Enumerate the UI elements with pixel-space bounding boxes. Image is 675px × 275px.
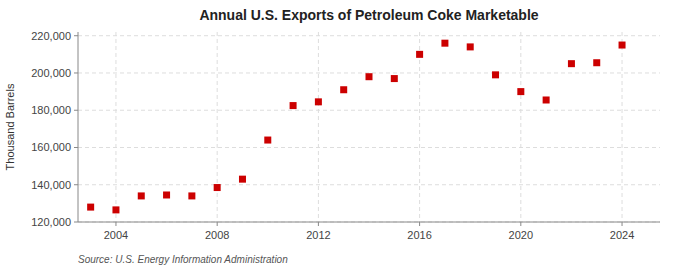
y-tick-label: 120,000	[31, 216, 71, 228]
point	[163, 191, 170, 198]
y-tick	[74, 147, 78, 148]
point	[214, 184, 221, 191]
x-tick-label: 2024	[610, 229, 634, 241]
x-tick-label: 2004	[104, 229, 128, 241]
grid	[78, 32, 660, 222]
x-grid-line	[520, 32, 521, 222]
chart: 120,000 140,000 160,000 180,000 200,000 220,0…	[0, 0, 675, 275]
point	[239, 176, 246, 183]
point	[391, 75, 398, 82]
y-tick	[74, 222, 78, 223]
y-tick-label: 200,000	[31, 67, 71, 79]
y-tick-label: 220,000	[31, 30, 71, 42]
point	[340, 86, 347, 93]
y-tick-label: 180,000	[31, 104, 71, 116]
y-grid-line	[78, 184, 660, 185]
y-grid-line	[78, 110, 660, 111]
y-grid-line	[78, 35, 660, 36]
point	[416, 51, 423, 58]
point	[112, 206, 119, 213]
points	[87, 40, 625, 214]
x-grid-line	[419, 32, 420, 222]
x-tick-label: 2012	[306, 229, 330, 241]
point	[619, 42, 626, 49]
point	[138, 192, 145, 199]
x-grid-line	[622, 32, 623, 222]
x-grid-line	[318, 32, 319, 222]
x-tick	[419, 222, 420, 226]
point	[543, 96, 550, 103]
x-grid-line	[217, 32, 218, 222]
y-grid-line	[78, 222, 660, 223]
x-tick-label: 2020	[509, 229, 533, 241]
y-grid-line	[78, 147, 660, 148]
x-grid-line	[115, 32, 116, 222]
point	[87, 204, 94, 211]
point	[467, 43, 474, 50]
y-tick-label: 140,000	[31, 179, 71, 191]
source-note: Source: U.S. Energy Information Administ…	[78, 254, 288, 265]
x-axis-line	[78, 222, 660, 223]
point	[517, 88, 524, 95]
y-axis-label: Thousand Barrels	[4, 83, 16, 170]
y-axis-line	[78, 32, 79, 222]
point	[568, 60, 575, 67]
point	[366, 73, 373, 80]
point	[593, 59, 600, 66]
x-tick	[520, 222, 521, 226]
y-tick	[74, 72, 78, 73]
chart-container: 120,000 140,000 160,000 180,000 200,000 220,0…	[0, 0, 675, 275]
x-tick	[318, 222, 319, 226]
point	[264, 137, 271, 144]
x-tick-label: 2008	[205, 229, 229, 241]
y-tick-label: 160,000	[31, 141, 71, 153]
point	[188, 192, 195, 199]
point	[492, 71, 499, 78]
x-tick	[115, 222, 116, 226]
x-tick	[217, 222, 218, 226]
y-tick	[74, 184, 78, 185]
y-tick	[74, 35, 78, 36]
point	[441, 40, 448, 47]
x-tick-label: 2016	[407, 229, 431, 241]
axes: 120,000 140,000 160,000 180,000 200,000 220,0…	[31, 30, 660, 241]
y-tick	[74, 110, 78, 111]
title: Annual U.S. Exports of Petroleum Coke Ma…	[199, 7, 538, 23]
point	[290, 102, 297, 109]
x-tick	[622, 222, 623, 226]
point	[315, 98, 322, 105]
